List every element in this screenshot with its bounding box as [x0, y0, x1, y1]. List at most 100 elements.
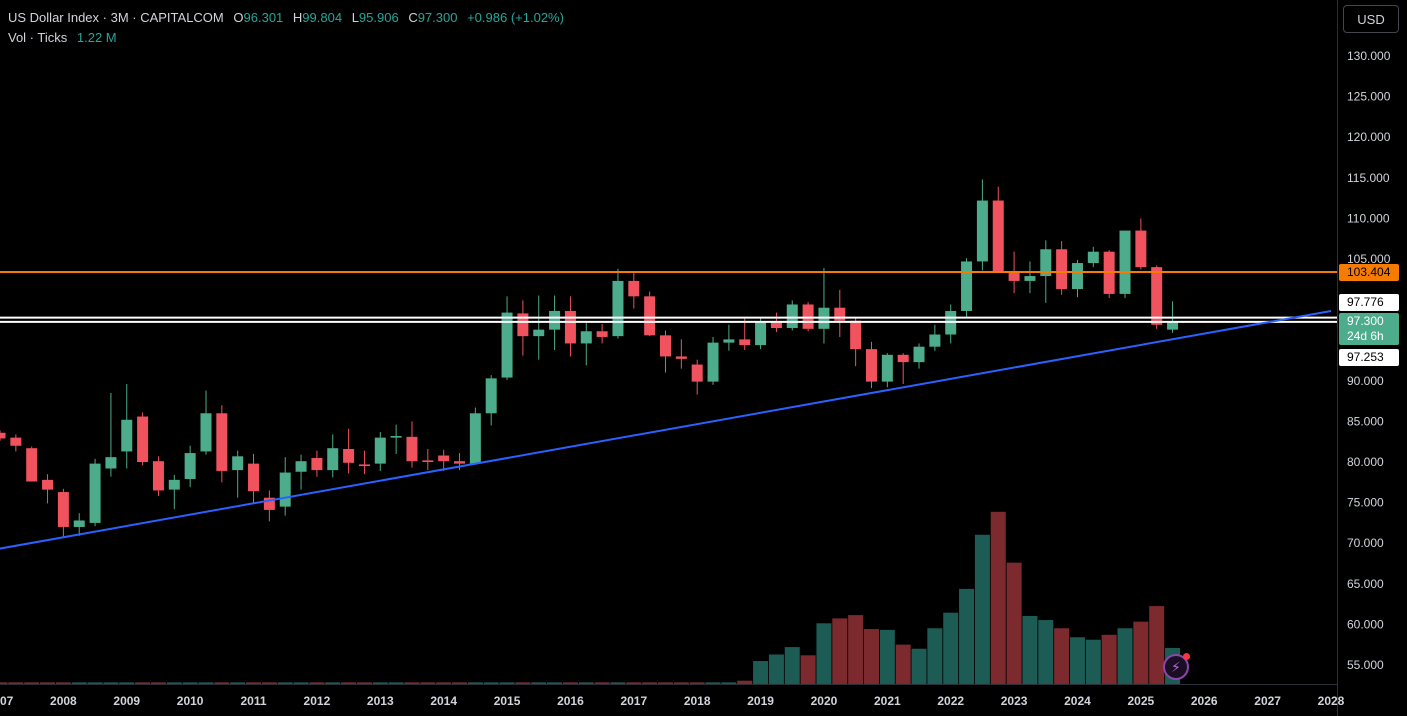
- volume-bar: [499, 682, 515, 684]
- candle-body: [961, 261, 973, 311]
- legend-ohlc-row: US Dollar Index · 3M · CAPITALCOM O96.30…: [8, 8, 564, 28]
- trendline: [0, 309, 1332, 550]
- volume-bar: [246, 682, 262, 684]
- candle-layer: [0, 179, 1179, 538]
- candle-body: [660, 335, 671, 357]
- candle-body: [564, 310, 576, 344]
- candle-body: [834, 307, 846, 321]
- volume-bar: [911, 648, 927, 684]
- volume-bar: [103, 682, 119, 684]
- candle-body: [248, 463, 260, 492]
- candle-body: [612, 280, 624, 337]
- volume-bar: [325, 682, 341, 684]
- high-value: 99.804: [302, 10, 343, 25]
- volume-bar: [198, 682, 214, 684]
- candle-body: [897, 354, 909, 363]
- currency-button[interactable]: USD: [1343, 5, 1399, 33]
- volume-bar: [768, 654, 784, 684]
- volume-bar: [1054, 628, 1070, 684]
- symbol-title[interactable]: US Dollar Index · 3M · CAPITALCOM: [8, 10, 224, 25]
- time-tick-label: 2027: [1254, 694, 1281, 708]
- volume-bar: [467, 682, 483, 684]
- price-tick-label: 120.000: [1347, 130, 1391, 144]
- candle-body: [1135, 230, 1147, 268]
- volume-bar: [974, 534, 990, 684]
- time-tick-label: 2007: [0, 694, 14, 708]
- candle-body: [216, 413, 228, 471]
- open-value: 96.301: [243, 10, 284, 25]
- time-tick-label: 2012: [304, 694, 331, 708]
- volume-bar: [40, 682, 56, 684]
- volume-bar: [341, 682, 357, 684]
- volume-bar: [515, 682, 531, 684]
- price-tick-label: 110.000: [1347, 211, 1390, 225]
- time-tick-label: 2019: [747, 694, 774, 708]
- candle-body: [200, 413, 212, 452]
- open-label: O: [233, 10, 244, 25]
- volume-bar: [230, 682, 246, 684]
- time-tick-label: 2028: [1318, 694, 1345, 708]
- candle-body: [327, 448, 339, 471]
- candle-body: [485, 378, 497, 414]
- price-tick-label: 70.000: [1347, 536, 1384, 550]
- volume-bar: [800, 655, 816, 684]
- volume-bar: [24, 682, 40, 684]
- time-tick-label: 2024: [1064, 694, 1091, 708]
- candle-body: [89, 463, 101, 523]
- volume-bar: [737, 680, 753, 684]
- candle-body: [723, 339, 735, 343]
- volume-label[interactable]: Vol · Ticks: [8, 30, 68, 45]
- volume-bar: [1133, 621, 1149, 684]
- volume-bar: [309, 682, 325, 684]
- volume-bar: [673, 682, 689, 684]
- time-tick-label: 2014: [430, 694, 457, 708]
- notification-dot: [1183, 653, 1190, 660]
- volume-bar: [816, 623, 832, 684]
- candle-body: [675, 356, 687, 359]
- volume-bar: [689, 682, 705, 684]
- volume-bar: [388, 682, 404, 684]
- volume-bar: [166, 682, 182, 684]
- time-tick-label: 2009: [113, 694, 140, 708]
- volume-bar: [293, 682, 309, 684]
- volume-bar: [753, 661, 769, 684]
- price-tick-label: 55.000: [1347, 658, 1384, 672]
- volume-bar: [1149, 606, 1165, 684]
- close-label: C: [408, 10, 418, 25]
- volume-bar: [578, 682, 594, 684]
- time-tick-label: 2010: [177, 694, 204, 708]
- candle-body: [390, 436, 402, 438]
- candle-body: [755, 321, 767, 346]
- candle-body: [501, 312, 513, 378]
- volume-bar: [562, 682, 578, 684]
- volume-bar: [214, 682, 230, 684]
- volume-bar: [531, 682, 547, 684]
- candle-body: [57, 492, 69, 527]
- lightning-icon[interactable]: ⚡: [1163, 653, 1190, 680]
- drawing-layer: [0, 270, 1337, 550]
- volume-bar: [1038, 620, 1054, 684]
- volume-bar: [356, 682, 372, 684]
- volume-bar: [1101, 634, 1117, 684]
- bar-countdown: 24d 6h: [1347, 329, 1384, 343]
- last-price-badge: 97.300 24d 6h: [1339, 313, 1399, 345]
- volume-bar: [420, 682, 436, 684]
- price-tick-label: 85.000: [1347, 414, 1384, 428]
- time-tick-label: 2008: [50, 694, 77, 708]
- candle-body: [770, 321, 782, 329]
- volume-bar: [895, 644, 911, 684]
- candle-body: [596, 331, 608, 337]
- candle-body: [786, 304, 798, 329]
- candle-body: [549, 310, 561, 330]
- candle-body: [279, 472, 291, 507]
- time-tick-label: 2017: [620, 694, 647, 708]
- volume-bar: [261, 682, 277, 684]
- time-tick-label: 2016: [557, 694, 584, 708]
- candle-body: [992, 200, 1004, 272]
- volume-bar: [848, 615, 864, 684]
- volume-bar: [832, 618, 848, 684]
- volume-bar: [594, 682, 610, 684]
- time-axis[interactable]: 2007 2008 2009 2010 2011 2012 2013 2014 2015 2016…: [0, 694, 1345, 708]
- candle-body: [1071, 263, 1083, 290]
